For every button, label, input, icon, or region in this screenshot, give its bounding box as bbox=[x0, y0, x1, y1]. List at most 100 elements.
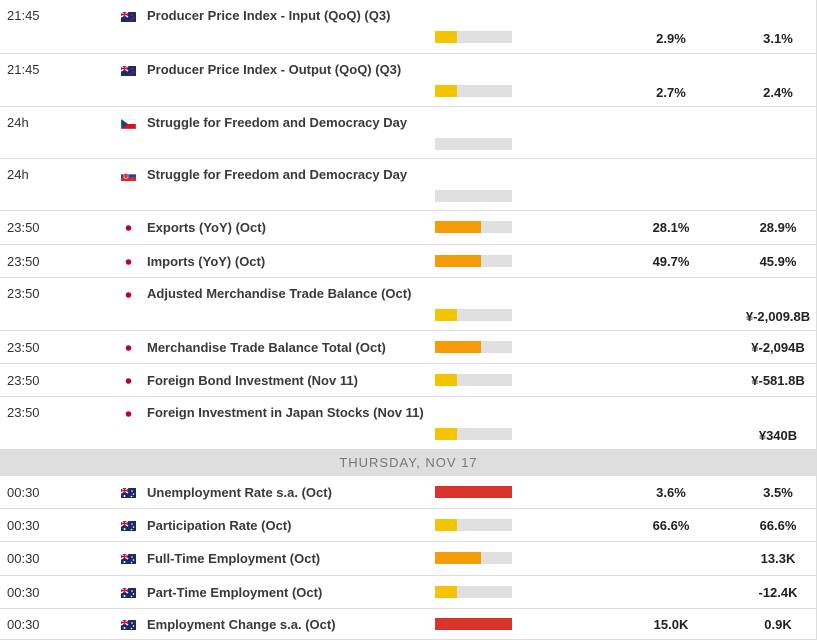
impact-level bbox=[435, 617, 512, 630]
flag-icon bbox=[121, 256, 136, 267]
event-row: 23:50 Merchandise Trade Balance Total (Oc… bbox=[0, 331, 816, 364]
flag-icon bbox=[120, 618, 136, 630]
impact-level bbox=[435, 585, 457, 598]
time: 00:30 bbox=[7, 484, 40, 500]
impact-bar bbox=[435, 373, 512, 386]
country-flag bbox=[121, 340, 136, 358]
time: 00:30 bbox=[7, 551, 40, 566]
event-name: Merchandise Trade Balance Total (Oct) bbox=[147, 339, 386, 355]
impact-bar bbox=[435, 585, 512, 598]
previous: -12.4K bbox=[758, 584, 798, 600]
impact-level bbox=[435, 254, 481, 267]
day-header: THURSDAY, NOV 17 bbox=[0, 450, 816, 476]
forecast: 15.0K bbox=[653, 616, 689, 632]
impact-bar bbox=[435, 309, 512, 321]
event-row: 24h Struggle for Freedom and Democracy Da… bbox=[0, 159, 816, 211]
event-row: 23:50 Foreign Bond Investment (Nov 11) ¥-5… bbox=[0, 364, 816, 397]
event-row: 00:30 Unemployment Rate s.a. (Oct) 3.6% 3.5… bbox=[0, 476, 816, 509]
previous: 45.9% bbox=[759, 253, 797, 269]
event-name: Struggle for Freedom and Democracy Day bbox=[147, 167, 408, 182]
country-flag bbox=[121, 287, 136, 305]
event-row: 23:50 Foreign Investment in Japan Stocks … bbox=[0, 397, 816, 450]
country-flag bbox=[120, 518, 136, 536]
previous: 2.4% bbox=[763, 85, 793, 100]
forecast: 3.6% bbox=[656, 484, 686, 500]
country-flag bbox=[120, 585, 136, 603]
country-flag bbox=[121, 373, 136, 391]
event-name: Foreign Investment in Japan Stocks (Nov … bbox=[147, 405, 424, 420]
previous: ¥340B bbox=[758, 428, 798, 443]
event-name: Employment Change s.a. (Oct) bbox=[147, 616, 336, 632]
impact-bar bbox=[435, 138, 512, 150]
country-flag bbox=[121, 168, 136, 186]
previous: 28.9% bbox=[759, 220, 797, 235]
impact-bar bbox=[435, 552, 512, 564]
forecast: 28.1% bbox=[652, 220, 690, 235]
time: 00:30 bbox=[7, 517, 40, 533]
country-flag bbox=[120, 551, 136, 569]
previous: ¥-581.8B bbox=[751, 372, 805, 388]
country-flag bbox=[120, 116, 137, 134]
event-name: Imports (YoY) (Oct) bbox=[147, 253, 266, 269]
previous: 13.3K bbox=[760, 551, 796, 566]
country-flag bbox=[120, 9, 136, 27]
time: 24h bbox=[7, 115, 29, 130]
event-row: 21:45 Producer Price Index - Output (QoQ)… bbox=[0, 54, 816, 107]
event-row: 24h Struggle for Freedom and Democracy Da… bbox=[0, 107, 816, 159]
flag-icon bbox=[121, 171, 136, 181]
impact-level bbox=[435, 428, 457, 440]
time: 24h bbox=[7, 167, 29, 182]
flag-icon bbox=[121, 342, 136, 353]
event-row: 23:50 Adjusted Merchandise Trade Balance … bbox=[0, 278, 816, 331]
event-row: 00:30 Full-Time Employment (Oct) 13.3K bbox=[0, 542, 816, 576]
flag-icon bbox=[120, 486, 136, 498]
flag-icon bbox=[121, 223, 136, 233]
event-row: 21:45 Producer Price Index - Input (QoQ) … bbox=[0, 0, 816, 54]
previous: 0.9K bbox=[764, 616, 792, 632]
event-name: Producer Price Index - Input (QoQ) (Q3) bbox=[147, 8, 391, 23]
impact-bar bbox=[435, 485, 512, 498]
time: 23:50 bbox=[7, 253, 40, 269]
flag-icon bbox=[121, 409, 136, 419]
flag-icon bbox=[120, 118, 137, 130]
flag-icon bbox=[120, 586, 136, 598]
impact-level bbox=[435, 518, 457, 531]
previous: 66.6% bbox=[759, 517, 797, 533]
country-flag bbox=[121, 254, 136, 272]
previous: 3.5% bbox=[763, 484, 793, 500]
previous: 3.1% bbox=[763, 31, 793, 46]
impact-level bbox=[435, 485, 512, 498]
time: 23:50 bbox=[7, 339, 40, 355]
event-row: 23:50 Imports (YoY) (Oct) 49.7% 45.9% bbox=[0, 245, 816, 278]
event-name: Producer Price Index - Output (QoQ) (Q3) bbox=[147, 62, 402, 77]
country-flag bbox=[121, 406, 136, 424]
event-name: Part-Time Employment (Oct) bbox=[147, 584, 323, 600]
impact-level bbox=[435, 309, 457, 321]
event-name: Exports (YoY) (Oct) bbox=[147, 220, 266, 235]
impact-bar bbox=[435, 221, 512, 233]
time: 00:30 bbox=[7, 616, 40, 632]
flag-icon bbox=[120, 65, 136, 76]
flag-icon bbox=[120, 553, 136, 564]
impact-level bbox=[435, 221, 481, 233]
impact-bar bbox=[435, 31, 512, 43]
country-flag bbox=[120, 63, 136, 81]
event-row: 23:50 Exports (YoY) (Oct) 28.1% 28.9% bbox=[0, 211, 816, 245]
impact-level bbox=[435, 552, 481, 564]
time: 23:50 bbox=[7, 286, 40, 301]
impact-bar bbox=[435, 617, 512, 630]
country-flag bbox=[120, 617, 136, 635]
time: 21:45 bbox=[7, 62, 40, 77]
time: 23:50 bbox=[7, 372, 40, 388]
flag-icon bbox=[120, 11, 136, 22]
event-name: Struggle for Freedom and Democracy Day bbox=[147, 115, 408, 130]
event-name: Adjusted Merchandise Trade Balance (Oct) bbox=[147, 286, 412, 301]
country-flag bbox=[120, 485, 136, 503]
impact-level bbox=[435, 85, 457, 97]
time: 23:50 bbox=[7, 405, 40, 420]
flag-icon bbox=[121, 290, 136, 300]
previous: ¥-2,094B bbox=[751, 339, 805, 355]
impact-level bbox=[435, 31, 457, 43]
impact-bar bbox=[435, 428, 512, 440]
event-row: 00:30 Employment Change s.a. (Oct) 15.0K 0.… bbox=[0, 609, 816, 640]
